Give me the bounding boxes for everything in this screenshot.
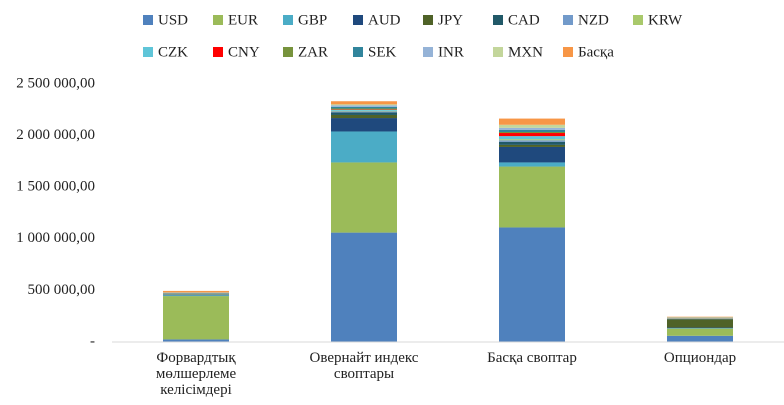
legend-swatch [563, 47, 573, 57]
legend-swatch [213, 15, 223, 25]
bar-segment [499, 146, 565, 163]
x-tick-label: Форвардтық мөлшерлеме келісімдері [155, 350, 237, 398]
bar-segment [499, 227, 565, 342]
legend-label: GBP [298, 12, 327, 28]
bar-segment [331, 109, 397, 111]
legend-swatch [283, 15, 293, 25]
x-tick-label: Опциондар [663, 350, 737, 366]
bar-segment [163, 296, 229, 340]
bar-segment [667, 318, 733, 320]
y-tick-label: 500 000,00 [28, 282, 96, 298]
bar-segment [331, 106, 397, 109]
legend-swatch [353, 15, 363, 25]
bar-segment [667, 327, 733, 329]
bar-segment [331, 108, 397, 110]
legend-swatch [423, 15, 433, 25]
x-tick-label: Басқа своптар [487, 350, 577, 366]
legend-swatch [493, 15, 503, 25]
bar-segment [499, 129, 565, 132]
bar-segment [163, 292, 229, 294]
y-tick-label: 2 500 000,00 [16, 75, 95, 91]
bar-segment [331, 105, 397, 107]
bar-segment [667, 319, 733, 328]
bar-segment [499, 136, 565, 140]
bar-segment [331, 104, 397, 106]
legend-label: INR [438, 44, 464, 60]
bar-segment [499, 118, 565, 125]
bar-segment [499, 124, 565, 128]
legend-label: MXN [508, 44, 543, 60]
bar-segment [667, 328, 733, 329]
y-tick-label: 1 000 000,00 [16, 230, 95, 246]
legend-swatch [143, 47, 153, 57]
bar-segment [499, 144, 565, 147]
legend-label: USD [158, 12, 188, 28]
legend-swatch [493, 47, 503, 57]
bar-segment [667, 316, 733, 318]
legend-swatch [283, 47, 293, 57]
bar-segment [331, 232, 397, 342]
bar-segment [499, 162, 565, 167]
legend-label: AUD [368, 12, 401, 28]
x-tick-label: Овернайт индекс своптары [309, 350, 419, 382]
legend-label: SEK [368, 44, 397, 60]
legend-label: Басқа [578, 44, 614, 60]
legend-swatch [423, 47, 433, 57]
legend-label: CZK [158, 44, 188, 60]
y-tick-label: - [90, 333, 95, 349]
bar-segment [163, 294, 229, 296]
bar-segment [499, 133, 565, 137]
bar-segment [499, 141, 565, 145]
bar-segment [331, 118, 397, 132]
bar-segment [331, 110, 397, 112]
legend-label: JPY [438, 12, 463, 28]
legend-label: KRW [648, 12, 683, 28]
bar-segment [499, 140, 565, 142]
bar-segment [163, 290, 229, 293]
legend-label: NZD [578, 12, 609, 28]
y-tick-label: 2 000 000,00 [16, 127, 95, 143]
bar-segment [331, 101, 397, 105]
bar-segment [163, 295, 229, 297]
bar-segment [499, 166, 565, 228]
legend-label: ZAR [298, 44, 328, 60]
legend-swatch [143, 15, 153, 25]
bar-segment [499, 131, 565, 134]
bar-segment [667, 328, 733, 336]
bar-segment [331, 114, 397, 119]
legend-label: CAD [508, 12, 540, 28]
bar-segment [331, 111, 397, 113]
bar-segment [331, 112, 397, 115]
legend-swatch [633, 15, 643, 25]
bar-segment [163, 339, 229, 342]
bar-segment [331, 162, 397, 233]
legend-label: EUR [228, 12, 258, 28]
legend-swatch [353, 47, 363, 57]
legend-swatch [213, 47, 223, 57]
legend-swatch [563, 15, 573, 25]
bar-segment [499, 139, 565, 141]
y-tick-label: 1 500 000,00 [16, 179, 95, 195]
bar-segment [667, 335, 733, 342]
bar-segment [499, 127, 565, 130]
bar-segment [331, 131, 397, 163]
legend-label: CNY [228, 44, 260, 60]
